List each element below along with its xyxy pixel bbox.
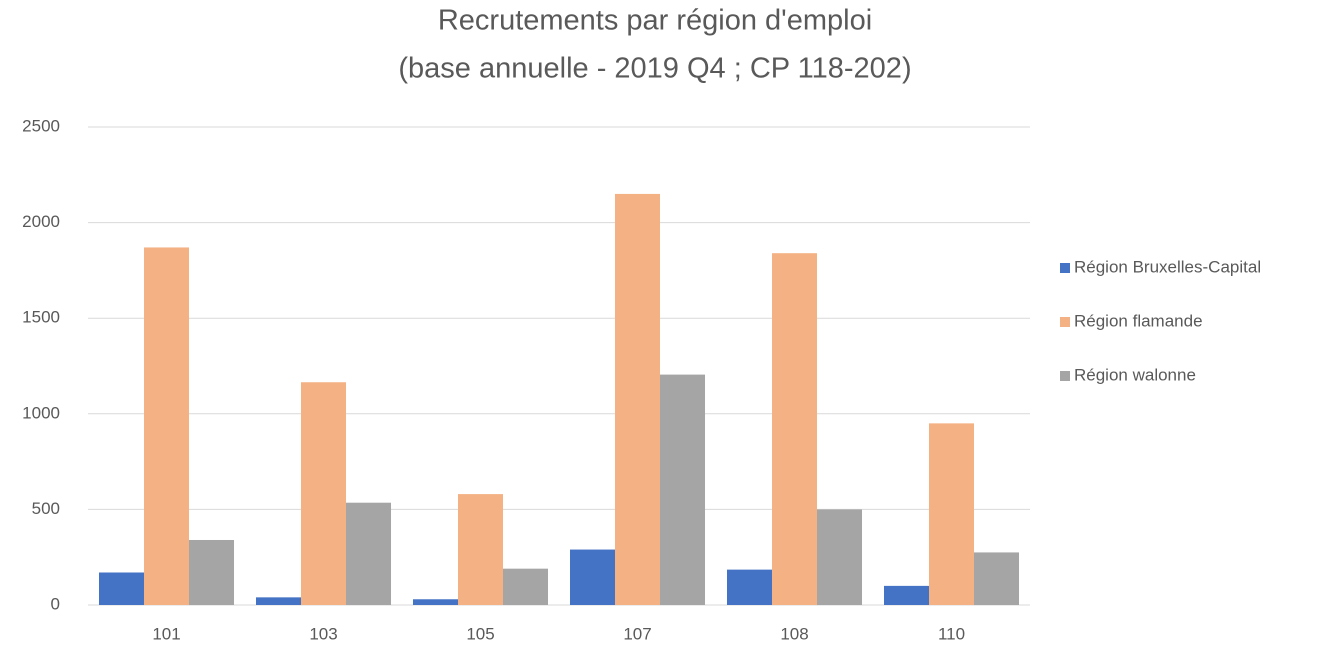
- legend-label: Région Bruxelles-Capital: [1074, 257, 1261, 276]
- y-tick-label: 2500: [22, 116, 60, 135]
- bar: [503, 568, 549, 605]
- bar: [457, 494, 504, 605]
- bar: [660, 374, 706, 605]
- bar: [614, 193, 661, 606]
- bar: [143, 247, 190, 605]
- x-tick-label: 107: [623, 624, 651, 643]
- bar: [569, 549, 615, 605]
- chart-subtitle: (base annuelle - 2019 Q4 ; CP 118-202): [398, 53, 911, 85]
- bar: [726, 569, 772, 605]
- chart-title: Recrutements par région d'emploi: [438, 5, 872, 37]
- legend-swatch: [1060, 263, 1070, 273]
- x-tick-label: 110: [938, 624, 965, 643]
- y-tick-label: 1000: [22, 403, 60, 422]
- bar: [928, 423, 975, 605]
- bar: [98, 572, 144, 605]
- x-tick-label: 108: [780, 624, 808, 643]
- legend-swatch: [1060, 371, 1070, 381]
- legend-label: Région walonne: [1074, 365, 1196, 384]
- legend-swatch: [1060, 317, 1070, 327]
- bar: [974, 552, 1020, 605]
- bar: [883, 585, 929, 605]
- y-tick-label: 0: [51, 594, 60, 613]
- y-tick-label: 2000: [22, 212, 60, 231]
- bar: [255, 597, 301, 605]
- bar: [412, 599, 458, 605]
- bar: [346, 502, 392, 605]
- y-tick-label: 1500: [22, 308, 60, 327]
- bar: [300, 382, 347, 605]
- x-tick-label: 101: [152, 624, 180, 643]
- bar: [189, 539, 235, 605]
- bar: [771, 253, 818, 605]
- y-tick-label: 500: [32, 499, 60, 518]
- x-tick-label: 105: [466, 624, 494, 643]
- x-tick-label: 103: [309, 624, 337, 643]
- bar: [817, 509, 863, 605]
- legend-label: Région flamande: [1074, 311, 1203, 330]
